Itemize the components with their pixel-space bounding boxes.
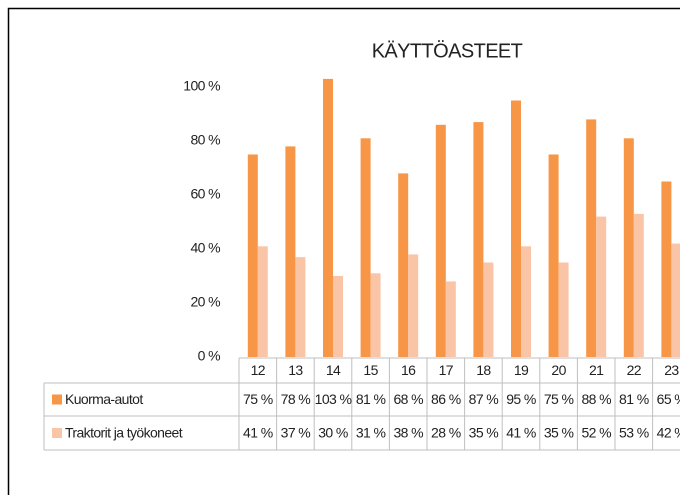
- bar: [333, 276, 343, 357]
- bar: [398, 173, 409, 357]
- legend-label: Traktorit ja työkoneet: [65, 425, 183, 441]
- data-table-value: 30 %: [318, 425, 348, 441]
- y-tick-label: 0 %: [198, 348, 220, 364]
- data-table-value: 38 %: [393, 425, 423, 441]
- chart-title: KÄYTTÖASTEET: [372, 40, 523, 62]
- data-table-value: 103 %: [315, 391, 352, 407]
- x-tick-label: 18: [476, 362, 491, 378]
- x-tick-label: 16: [401, 362, 416, 378]
- data-table-value: 81 %: [619, 391, 649, 407]
- data-table-value: 41 %: [506, 425, 536, 441]
- x-tick-label: 13: [288, 362, 303, 378]
- chart-frame: [7, 7, 680, 495]
- bar: [671, 243, 680, 357]
- bar: [370, 273, 381, 357]
- bar: [661, 181, 672, 357]
- data-table-value: 88 %: [581, 391, 611, 407]
- bar: [257, 246, 268, 357]
- data-table-value: 37 %: [281, 425, 311, 441]
- bar: [521, 246, 531, 357]
- data-table-value: 86 %: [431, 391, 461, 407]
- x-tick-label: 20: [551, 362, 566, 378]
- data-table-value: 65 %: [657, 391, 680, 407]
- legend-swatch: [52, 394, 62, 405]
- bar: [473, 122, 484, 357]
- x-tick-label: 19: [514, 362, 529, 378]
- data-table-value: 35 %: [469, 425, 499, 441]
- x-tick-label: 15: [363, 362, 378, 378]
- x-tick-label: 23: [664, 362, 679, 378]
- x-tick-label: 21: [589, 362, 604, 378]
- bar: [483, 262, 494, 357]
- data-table-value: 75 %: [544, 391, 574, 407]
- x-tick-label: 14: [326, 362, 341, 378]
- data-table-value: 53 %: [619, 425, 649, 441]
- data-table-value: 95 %: [506, 391, 536, 407]
- y-tick-label: 100 %: [183, 78, 220, 94]
- data-table-value: 87 %: [469, 391, 499, 407]
- data-table-value: 42 %: [657, 425, 680, 441]
- bar: [511, 100, 521, 357]
- bar: [323, 78, 333, 358]
- y-tick-label: 60 %: [190, 186, 220, 202]
- data-table-value: 41 %: [243, 425, 273, 441]
- x-tick-label: 22: [627, 362, 642, 378]
- bar: [435, 124, 446, 357]
- data-table-value: 52 %: [581, 425, 611, 441]
- bar: [360, 138, 371, 357]
- y-tick-label: 80 %: [190, 132, 220, 148]
- legend-swatch: [52, 428, 62, 438]
- y-tick-label: 40 %: [190, 240, 220, 256]
- bar: [623, 138, 634, 357]
- y-tick-label: 20 %: [190, 294, 220, 310]
- bar: [285, 146, 296, 357]
- x-tick-label: 17: [439, 362, 454, 378]
- bar: [586, 119, 597, 358]
- data-table-value: 81 %: [356, 391, 386, 407]
- bar: [548, 154, 559, 357]
- bar: [247, 154, 258, 357]
- bar: [558, 262, 569, 357]
- data-table-value: 75 %: [243, 391, 273, 407]
- bar: [295, 257, 306, 357]
- data-table-value: 78 %: [281, 391, 311, 407]
- bar: [596, 216, 607, 357]
- data-table-value: 31 %: [356, 425, 386, 441]
- data-table-value: 35 %: [544, 425, 574, 441]
- bar: [633, 213, 644, 357]
- bar: [408, 254, 419, 357]
- legend-label: Kuorma-autot: [65, 391, 143, 407]
- data-table-value: 28 %: [431, 425, 461, 441]
- x-tick-label: 12: [251, 362, 266, 378]
- bar: [445, 281, 456, 357]
- data-table-value: 68 %: [393, 391, 423, 407]
